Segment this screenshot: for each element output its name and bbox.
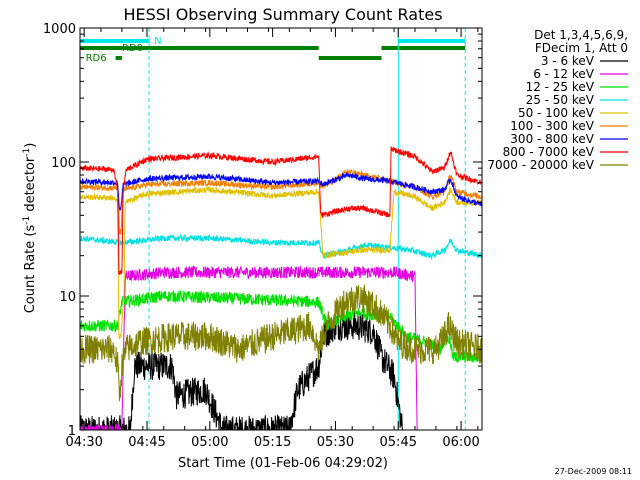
flag-bar-n: [398, 39, 466, 43]
x-tick-label: 05:00: [191, 435, 228, 450]
series-line-25-50-kev: [79, 233, 483, 260]
chart-title: HESSI Observing Summary Count Rates: [123, 5, 442, 24]
footer-date: 27-Dec-2009 08:11: [555, 467, 632, 476]
x-tick-label: 04:30: [65, 435, 102, 450]
series-line-7000-20000-kev: [79, 284, 483, 402]
y-label-sup1: -1: [22, 216, 32, 225]
y-tick-label: 100: [51, 156, 76, 171]
legend-label-100-300-kev: 100 - 300 keV: [510, 119, 594, 133]
y-label-mid: detector: [23, 156, 38, 216]
legend-label-12-25-kev: 12 - 25 keV: [526, 80, 595, 94]
flag-label-rd0: RD0: [122, 43, 143, 54]
x-tick-label: 06:00: [442, 435, 479, 450]
y-label-main: Count Rate (s: [23, 225, 38, 314]
flags-layer: N RD0 RD6: [80, 36, 466, 64]
flag-bar-rd6: [115, 56, 122, 60]
flag-bar-rd0: [80, 46, 319, 50]
series-line-300-800-kev: [79, 172, 483, 211]
series-line-3-6-kev: [79, 311, 403, 431]
x-tick-label: 04:45: [128, 435, 165, 450]
y-tick-label: 1: [68, 424, 76, 439]
y-tick-label: 10: [59, 290, 76, 305]
legend-label-300-800-kev: 300 - 800 keV: [510, 132, 594, 146]
series-line-800-7000-kev: [79, 146, 483, 276]
flag-bar-n: [80, 39, 150, 43]
legend-label-7000-20000-kev: 7000 - 20000 keV: [487, 158, 594, 172]
legend-header-line1: Det 1,3,4,5,6,9,: [534, 28, 628, 42]
flag-bar-level3: [318, 56, 382, 60]
y-label-sup2: -1: [22, 148, 32, 157]
y-axis-label: Count Rate (s-1 detector-1): [22, 143, 38, 314]
x-tick-label: 05:45: [380, 435, 417, 450]
legend-label-50-100-kev: 50 - 100 keV: [518, 106, 595, 120]
legend-label-3-6-kev: 3 - 6 keV: [541, 54, 595, 68]
legend-label-800-7000-kev: 800 - 7000 keV: [503, 145, 595, 159]
series-line-50-100-kev: [79, 185, 483, 339]
series-layer: [79, 146, 483, 432]
y-label-end: ): [23, 143, 38, 148]
series-line-6-12-kev: [79, 264, 418, 432]
legend-label-6-12-kev: 6 - 12 keV: [533, 67, 595, 81]
x-tick-label: 05:30: [317, 435, 354, 450]
x-tick-label: 05:15: [254, 435, 291, 450]
flag-label-rd6: RD6: [86, 53, 107, 64]
x-axis-label: Start Time (01-Feb-06 04:29:02): [178, 456, 388, 471]
flag-bar-rd0: [381, 46, 466, 50]
flag-label-n: N: [154, 36, 161, 47]
legend-header-line2: FDecim 1, Att 0: [535, 41, 628, 55]
axes-layer: 04:30 04:45 05:00 05:15 05:30 05:45 06:00 1 10 10…: [43, 22, 482, 450]
y-tick-label: 1000: [43, 22, 76, 37]
legend-label-25-50-kev: 25 - 50 keV: [526, 93, 595, 107]
legend: Det 1,3,4,5,6,9, FDecim 1, Att 0 3 - 6 k…: [487, 28, 628, 172]
plot-frame: [79, 27, 483, 431]
